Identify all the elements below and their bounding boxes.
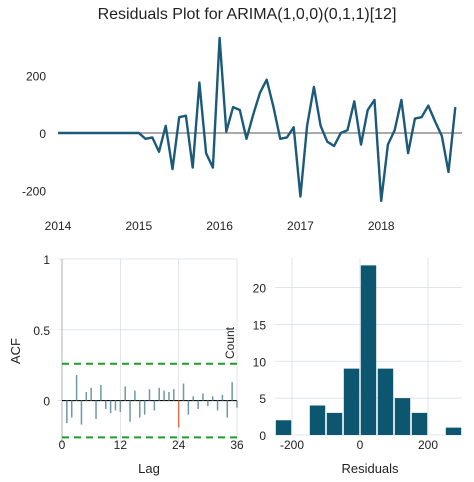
histogram-bar (343, 368, 360, 435)
residuals-y-tick-label: 200 (26, 69, 46, 83)
residuals-series-line (58, 36, 457, 202)
hist-y-tick-label: 20 (253, 282, 267, 296)
acf-x-tick-label: 36 (230, 438, 244, 452)
residuals-x-tick-label: 2014 (45, 219, 72, 233)
residuals-line-panel: 200 0 -200 2014 2015 2016 2017 2018 (22, 36, 462, 233)
histogram-bar (445, 427, 462, 435)
histogram-bar (377, 368, 394, 435)
residuals-x-tick-label: 2018 (368, 219, 395, 233)
acf-y-axis-title: ACF (8, 338, 23, 364)
hist-y-tick-label: 15 (253, 318, 267, 332)
histogram-bar (275, 420, 292, 435)
acf-y-tick-label: 0 (43, 395, 50, 409)
hist-y-tick-label: 0 (259, 429, 266, 443)
chart-title: Residuals Plot for ARIMA(1,0,0)(0,1,1)[1… (98, 6, 397, 23)
histogram-bar (411, 412, 428, 435)
acf-panel: 1 0.5 0 0 12 24 36 Lag ACF (8, 253, 244, 476)
acf-y-tick-label: 1 (43, 253, 50, 267)
acf-x-tick-label: 0 (59, 438, 66, 452)
acf-x-axis-title: Lag (138, 461, 160, 476)
acf-y-tick-label: 0.5 (33, 324, 50, 338)
histogram-bar (309, 405, 326, 435)
histogram-panel: 0 5 10 15 20 -200 0 200 Residuals Count (223, 258, 462, 476)
residuals-x-tick-label: 2015 (125, 219, 152, 233)
residuals-y-tick-label: 0 (39, 127, 46, 141)
histogram-bar (360, 265, 377, 435)
acf-x-tick-label: 24 (172, 438, 186, 452)
histogram-bar (394, 398, 411, 435)
hist-x-tick-label: 0 (357, 438, 364, 452)
hist-x-axis-title: Residuals (341, 461, 399, 476)
hist-x-tick-label: 200 (418, 438, 438, 452)
residuals-y-tick-label: -200 (22, 185, 46, 199)
hist-x-tick-label: -200 (280, 438, 304, 452)
acf-x-tick-label: 12 (114, 438, 128, 452)
hist-y-tick-label: 5 (259, 392, 266, 406)
histogram-bar (326, 412, 343, 435)
residuals-x-tick-label: 2016 (206, 219, 233, 233)
hist-y-axis-title: Count (223, 326, 237, 359)
residuals-x-tick-label: 2017 (287, 219, 314, 233)
hist-y-tick-label: 10 (253, 355, 267, 369)
